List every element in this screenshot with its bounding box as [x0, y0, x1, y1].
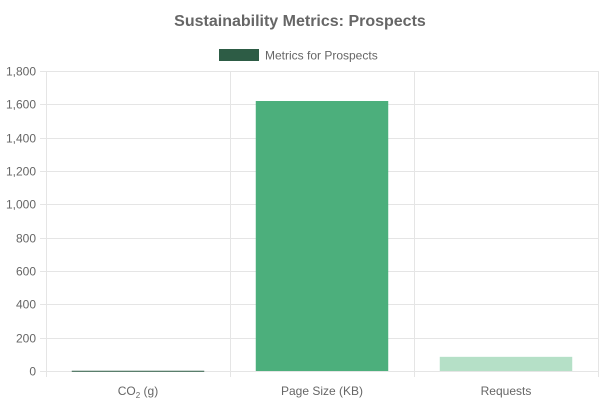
- x-gridlines: [46, 71, 599, 377]
- y-tick-label: 1,000: [6, 198, 36, 212]
- y-tick-label: 200: [16, 332, 36, 346]
- bar[interactable]: [255, 101, 389, 371]
- y-tick-label: 1,200: [6, 165, 36, 179]
- legend-label: Metrics for Prospects: [265, 49, 378, 63]
- y-tick-label: 1,800: [6, 65, 36, 79]
- x-axis: CO2 (g) Page Size (KB) Requests: [118, 384, 532, 400]
- y-axis: 0 200 400 600 800 1,000 1,200 1,400 1,600 1,800: [6, 65, 36, 379]
- bar[interactable]: [71, 370, 205, 372]
- x-tick-label: Requests: [481, 384, 532, 398]
- y-tick-label: 800: [16, 232, 36, 246]
- y-tick-label: 400: [16, 298, 36, 312]
- bars: [71, 101, 573, 372]
- y-tick-label: 600: [16, 265, 36, 279]
- x-tick-label: CO2 (g): [118, 384, 158, 400]
- legend-swatch: [219, 49, 259, 61]
- y-tick-label: 0: [29, 365, 36, 379]
- chart-title: Sustainability Metrics: Prospects: [174, 13, 426, 30]
- y-tick-label: 1,600: [6, 98, 36, 112]
- legend[interactable]: Metrics for Prospects: [219, 49, 378, 63]
- bar[interactable]: [439, 356, 573, 371]
- x-tick-label: Page Size (KB): [281, 384, 363, 398]
- y-tick-label: 1,400: [6, 132, 36, 146]
